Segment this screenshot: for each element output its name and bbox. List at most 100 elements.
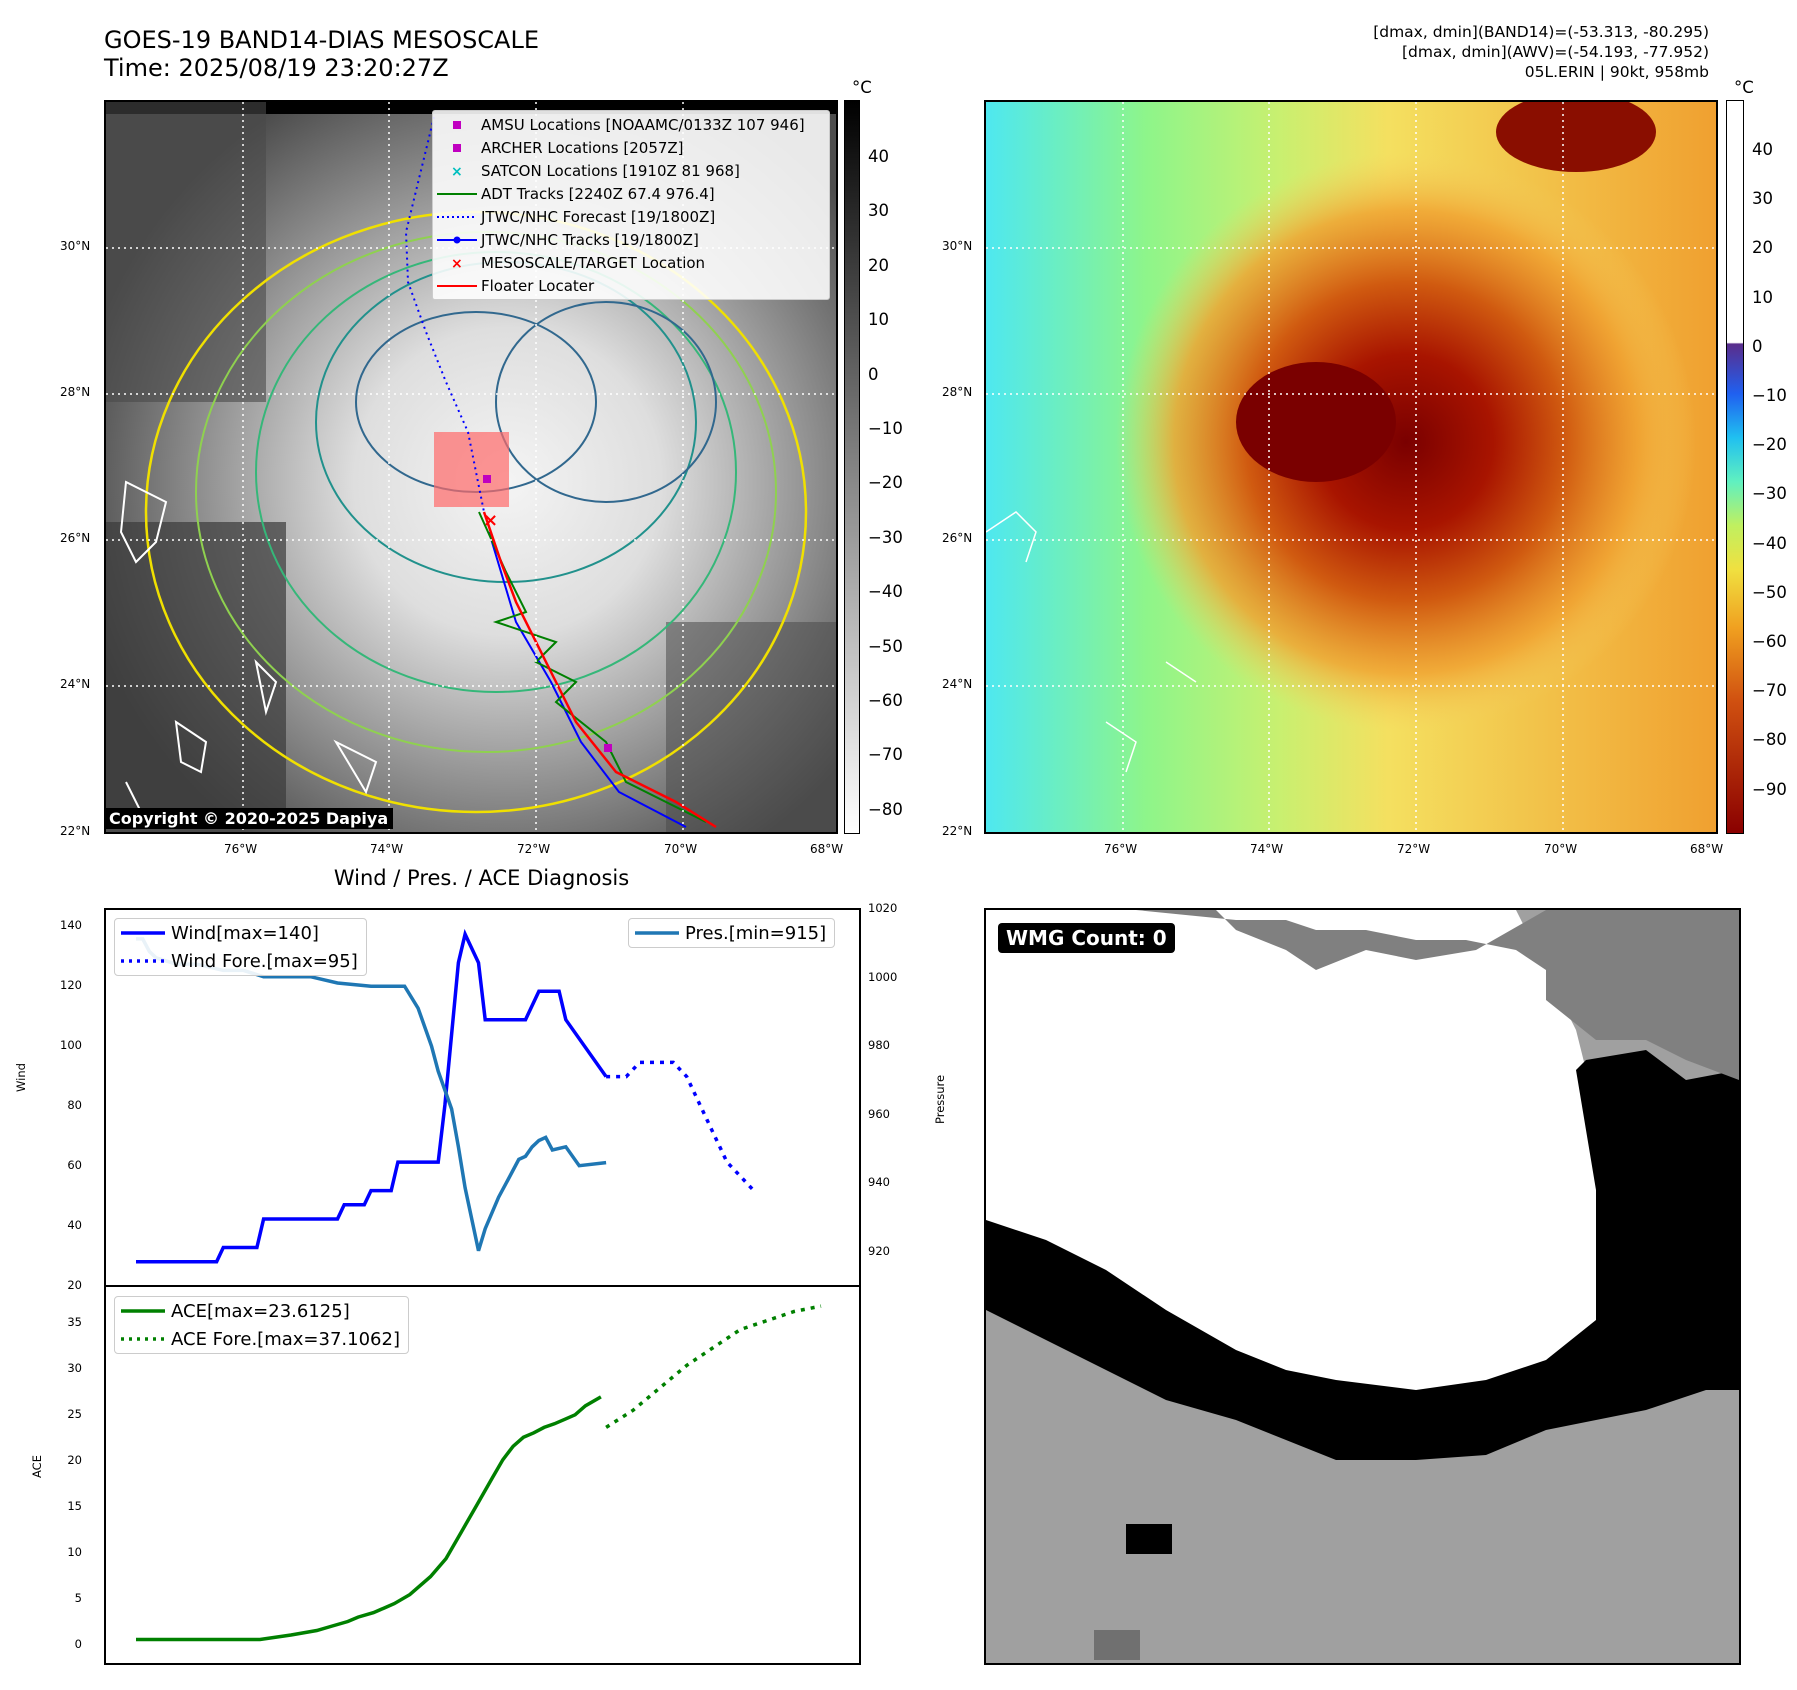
ace-fore-legend-label: ACE Fore.[max=37.1062] [171, 1328, 400, 1350]
ace-series-line [136, 1395, 602, 1642]
map-legend-item: × MESOSCALE/TARGET Location [433, 251, 829, 274]
awv-minmax: [dmax, dmin](AWV)=(-54.193, -77.952) [1402, 43, 1709, 61]
wind-fore-legend-label: Wind Fore.[max=95] [171, 950, 358, 972]
ir-colorbar [844, 100, 860, 834]
wind-axis-tick: 20 [67, 1278, 82, 1292]
ir-colorbar-tick: −10 [868, 419, 903, 438]
awv-lat-30: 30°N [942, 239, 973, 253]
map-legend-item: JTWC/NHC Tracks [19/1800Z] [433, 228, 829, 251]
map-legend-label: SATCON Locations [1910Z 81 968] [481, 161, 740, 180]
ir-lon-72: 72°W [517, 842, 551, 856]
ir-colorbar-tick: −80 [868, 799, 903, 819]
awv-lat-22: 22°N [942, 824, 973, 838]
ir-colorbar-tick: −70 [868, 745, 903, 765]
awv-lon-74: 74°W [1250, 842, 1284, 856]
ace-plot [136, 1304, 822, 1642]
ir-colorbar-tick: −20 [868, 473, 903, 493]
storm-info: 05L.ERIN | 90kt, 958mb [1524, 63, 1709, 81]
legend-marker-icon [433, 280, 481, 292]
awv-lat-26: 26°N [942, 531, 973, 545]
stats-title: [dmax, dmin](BAND14)=(-53.313, -80.295) [… [1373, 22, 1709, 82]
diagnosis-chart [104, 908, 861, 1665]
ir-colorbar-unit: °C [852, 78, 872, 97]
ir-lon-76: 76°W [224, 842, 258, 856]
band14-minmax: [dmax, dmin](BAND14)=(-53.313, -80.295) [1373, 23, 1709, 41]
awv-colorbar-tick: −70 [1752, 681, 1787, 701]
map-legend-item: ARCHER Locations [2057Z] [433, 136, 829, 159]
awv-colorbar-tick: −90 [1752, 779, 1787, 799]
awv-colorbar-tick: −80 [1752, 730, 1787, 750]
ace-axis-tick: 30 [67, 1361, 82, 1375]
ir-lon-68: 68°W [810, 842, 844, 856]
wmg-panel [984, 908, 1741, 1665]
map-legend-label: JTWC/NHC Forecast [19/1800Z] [481, 207, 716, 226]
wind-axis-tick: 60 [67, 1158, 82, 1172]
awv-colorbar-tick: 0 [1752, 336, 1763, 356]
map-legend-label: ADT Tracks [2240Z 67.4 976.4] [481, 184, 715, 203]
map-legend-item: JTWC/NHC Forecast [19/1800Z] [433, 205, 829, 228]
ace-axis-tick: 35 [67, 1315, 82, 1329]
legend-marker-icon [433, 211, 481, 223]
awv-lat-28: 28°N [942, 385, 973, 399]
pres-axis-tick: 940 [868, 1175, 890, 1189]
map-legend-label: MESOSCALE/TARGET Location [481, 253, 706, 272]
awv-lat-24: 24°N [942, 677, 973, 691]
ace-forecast-series-line [605, 1304, 822, 1429]
awv-colorbar-tick: −50 [1752, 582, 1787, 602]
ir-colorbar-tick: 40 [868, 147, 889, 166]
ace-axis-tick: 25 [67, 1407, 82, 1421]
wind-axis-label: Wind [14, 1063, 28, 1092]
awv-map [984, 100, 1718, 834]
awv-colorbar-unit: °C [1734, 78, 1754, 97]
legend-marker-icon: × [433, 257, 481, 269]
awv-lon-76: 76°W [1104, 842, 1138, 856]
ir-colorbar-tick: −30 [868, 527, 903, 547]
awv-colorbar-tick: 10 [1752, 287, 1773, 307]
awv-colorbar-tick: −10 [1752, 386, 1787, 405]
ace-legend-label: ACE[max=23.6125] [171, 1300, 350, 1322]
copyright-badge: Copyright © 2020-2025 Dapiya [104, 808, 394, 829]
ace-axis-label: ACE [30, 1455, 44, 1478]
legend-marker-icon: × [433, 165, 481, 177]
ir-colorbar-tick: 30 [868, 201, 889, 221]
map-legend-item: × SATCON Locations [1910Z 81 968] [433, 159, 829, 182]
ir-lon-70: 70°W [664, 842, 698, 856]
pres-axis-tick: 920 [868, 1243, 890, 1258]
pres-legend-label: Pres.[min=915] [685, 922, 827, 944]
legend-marker-icon [433, 234, 481, 246]
legend-marker-icon [433, 119, 481, 131]
pres-axis-tick: 1000 [868, 969, 898, 984]
wind-axis-tick: 100 [60, 1038, 82, 1052]
legend-marker-icon [433, 188, 481, 200]
wmg-canvas [986, 910, 1739, 1663]
wind-legend: Wind[max=140] Wind Fore.[max=95] [114, 918, 367, 976]
awv-map-canvas [986, 102, 1716, 832]
ace-axis-tick: 0 [74, 1637, 82, 1651]
pres-legend: Pres.[min=915] [628, 918, 836, 948]
ir-colorbar-tick: 0 [868, 364, 879, 384]
ir-lat-28: 28°N [60, 385, 91, 399]
ace-axis-tick: 5 [74, 1591, 82, 1605]
map-legend-label: ARCHER Locations [2057Z] [481, 138, 684, 157]
title-line-2: Time: 2025/08/19 23:20:27Z [104, 54, 449, 82]
wind-axis-tick: 140 [60, 918, 82, 932]
wind-legend-label: Wind[max=140] [171, 922, 319, 944]
ir-colorbar-tick: 10 [868, 310, 889, 330]
ir-colorbar-tick: −60 [868, 691, 903, 710]
map-legend-item: AMSU Locations [NOAAMC/0133Z 107 946] [433, 113, 829, 136]
title-line-1: GOES-19 BAND14-DIAS MESOSCALE [104, 26, 540, 54]
wind-axis-tick: 80 [67, 1098, 82, 1112]
map-legend: AMSU Locations [NOAAMC/0133Z 107 946] ARC… [432, 110, 830, 300]
ace-axis-tick: 15 [67, 1499, 82, 1513]
svg-text:×: × [451, 165, 463, 177]
ir-lat-30: 30°N [60, 239, 91, 253]
wind-axis-tick: 40 [67, 1218, 82, 1232]
awv-lon-70: 70°W [1544, 842, 1578, 856]
awv-colorbar-tick: −20 [1752, 435, 1787, 455]
awv-colorbar-tick: −60 [1752, 632, 1787, 651]
map-legend-rows: AMSU Locations [NOAAMC/0133Z 107 946] ARC… [433, 113, 829, 297]
pres-axis-tick: 1020 [868, 901, 898, 915]
svg-text:×: × [483, 510, 498, 531]
wmg-count-badge: WMG Count: 0 [998, 923, 1175, 953]
legend-marker-icon [433, 142, 481, 154]
